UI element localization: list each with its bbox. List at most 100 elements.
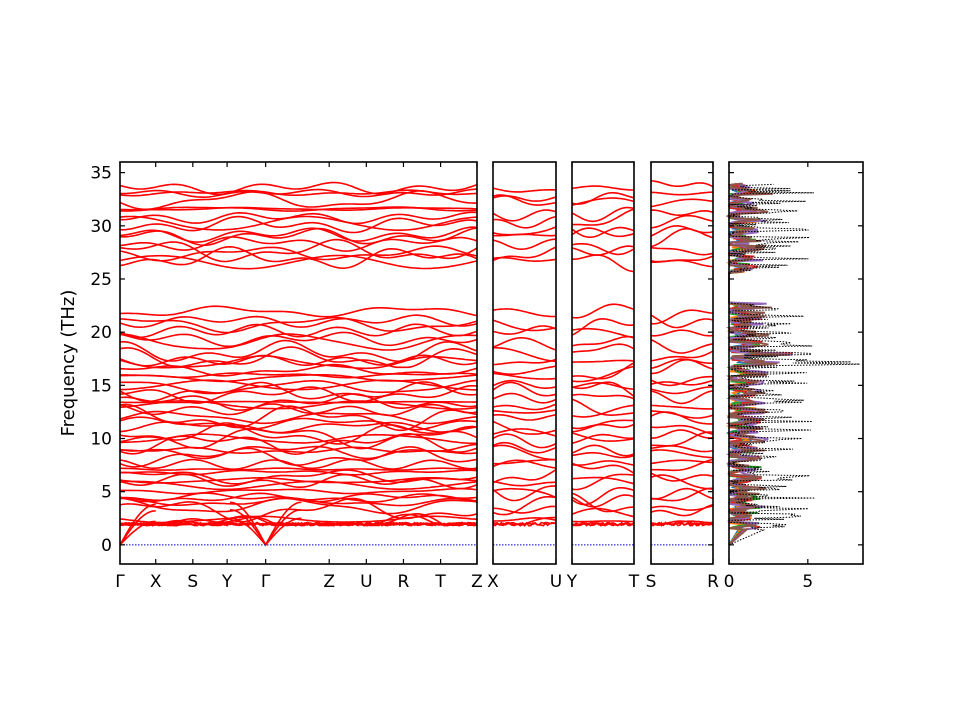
band-line xyxy=(119,305,478,318)
band-line xyxy=(571,226,635,238)
band-line xyxy=(651,359,714,375)
band-line xyxy=(650,424,714,435)
band-line xyxy=(650,410,714,419)
band-line xyxy=(571,451,635,459)
band-line xyxy=(492,372,557,380)
x-tick-label: T xyxy=(628,572,640,592)
band-line xyxy=(650,520,714,527)
band-line xyxy=(572,520,635,523)
band-line xyxy=(571,432,635,442)
band-line xyxy=(492,517,557,522)
band-line xyxy=(571,227,635,238)
band-line xyxy=(650,390,714,405)
band-line xyxy=(572,208,635,226)
band-line xyxy=(571,444,635,457)
y-tick-label: 25 xyxy=(90,270,112,290)
y-tick-label: 20 xyxy=(90,323,112,343)
band-line xyxy=(492,365,557,375)
band-line xyxy=(650,209,714,216)
y-axis-label: Frequency (THz) xyxy=(58,290,79,437)
band-line xyxy=(492,521,557,527)
band-line xyxy=(119,381,478,403)
band-line xyxy=(119,323,478,339)
band-line xyxy=(120,211,478,225)
band-line xyxy=(119,236,478,252)
band-line xyxy=(120,379,477,391)
band-line xyxy=(119,316,478,334)
band-line xyxy=(492,420,557,435)
panel-frame xyxy=(728,161,864,565)
band-line xyxy=(492,444,557,461)
band-line xyxy=(119,480,478,491)
band-line xyxy=(571,460,635,466)
band-line xyxy=(571,473,634,491)
x-tick-label: Z xyxy=(323,572,335,592)
band-line xyxy=(492,480,556,487)
panel-frame xyxy=(571,161,635,565)
band-line xyxy=(492,485,557,502)
band-line xyxy=(650,445,714,453)
band-line xyxy=(650,309,714,325)
band-line xyxy=(571,492,635,513)
band-line xyxy=(571,254,635,273)
band-line xyxy=(492,441,557,454)
band-line xyxy=(119,226,478,243)
band-line xyxy=(119,469,478,485)
band-line xyxy=(650,458,714,472)
band-line xyxy=(650,404,714,410)
band-line xyxy=(571,462,635,474)
x-tick-label: X xyxy=(150,572,162,592)
x-tick-label: Γ xyxy=(115,572,125,592)
band-line xyxy=(119,215,478,231)
band-line xyxy=(571,245,635,256)
band-line xyxy=(571,494,635,508)
band-line xyxy=(119,416,478,431)
band-line xyxy=(119,227,478,246)
band-line xyxy=(650,314,714,329)
band-line xyxy=(492,409,557,414)
band-line xyxy=(571,317,635,336)
band-line xyxy=(650,246,714,256)
total-dos-line xyxy=(727,183,860,546)
band-line xyxy=(120,374,478,383)
panel-frame xyxy=(650,161,714,565)
band-line xyxy=(119,332,478,351)
band-line xyxy=(119,238,478,263)
y-tick-label: 5 xyxy=(101,483,112,503)
band-line xyxy=(492,226,557,236)
band-line xyxy=(571,507,635,518)
band-line xyxy=(650,338,714,354)
band-line xyxy=(119,446,478,468)
x-tick-label: 5 xyxy=(802,572,813,592)
band-line xyxy=(120,379,478,395)
band-line xyxy=(650,329,714,337)
band-line xyxy=(492,414,557,421)
x-tick-label: Y xyxy=(566,572,578,592)
band-line xyxy=(650,474,714,490)
band-line xyxy=(119,410,478,425)
band-line xyxy=(119,458,478,471)
x-tick-label: U xyxy=(360,572,372,592)
band-line xyxy=(650,214,714,229)
band-line xyxy=(492,358,557,366)
y-tick-label: 30 xyxy=(90,217,112,237)
band-line xyxy=(650,198,714,208)
band-line xyxy=(119,245,478,262)
x-tick-label: Y xyxy=(221,572,233,592)
band-line xyxy=(571,206,635,223)
band-line xyxy=(119,245,478,270)
band-line xyxy=(492,392,557,404)
band-line xyxy=(492,195,557,202)
y-tick-label: 0 xyxy=(101,536,112,556)
band-line xyxy=(120,469,478,476)
band-line xyxy=(492,238,557,250)
band-line xyxy=(493,347,557,363)
band-line xyxy=(492,187,556,193)
band-line xyxy=(119,515,478,524)
x-tick-label: R xyxy=(707,572,719,592)
band-line xyxy=(492,403,557,411)
band-line xyxy=(571,192,635,205)
band-line xyxy=(571,423,635,430)
band-line xyxy=(650,472,714,482)
